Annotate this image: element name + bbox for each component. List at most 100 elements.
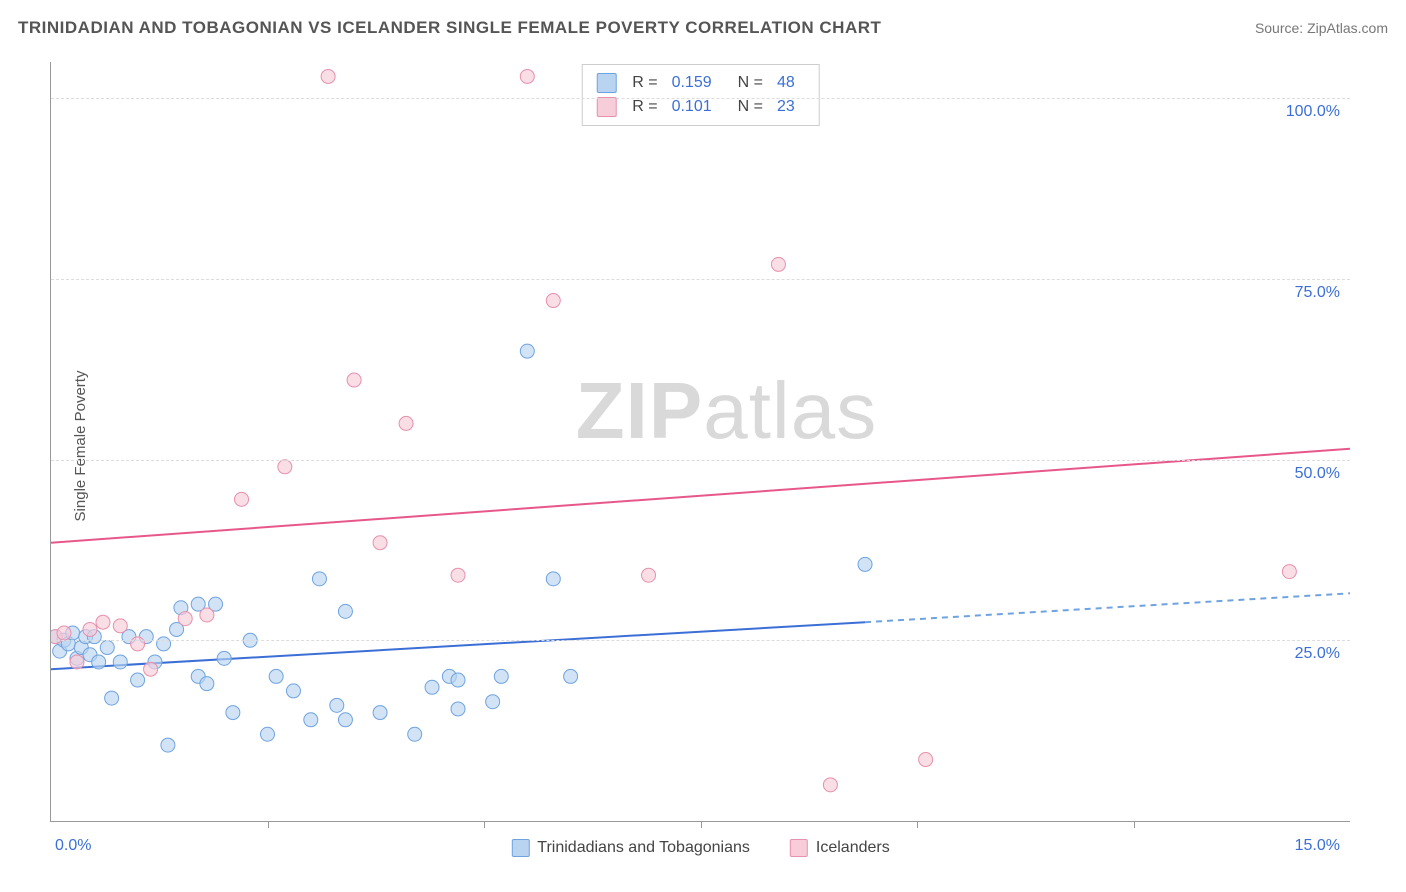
y-tick-label: 50.0% xyxy=(1295,465,1340,483)
data-point-trinidad xyxy=(122,630,136,644)
data-point-trinidad xyxy=(105,691,119,705)
data-point-trinidad xyxy=(209,597,223,611)
data-point-iceland xyxy=(144,662,158,676)
gridline xyxy=(51,98,1350,99)
data-point-trinidad xyxy=(442,669,456,683)
data-point-trinidad xyxy=(373,706,387,720)
data-point-iceland xyxy=(520,69,534,83)
data-point-iceland xyxy=(919,753,933,767)
data-point-iceland xyxy=(131,637,145,651)
x-tick xyxy=(268,821,269,828)
stats-row-trinidad: R = 0.159 N = 48 xyxy=(596,71,805,95)
gridline xyxy=(51,460,1350,461)
data-point-trinidad xyxy=(338,604,352,618)
x-tick xyxy=(701,821,702,828)
regression-line-trinidad xyxy=(51,622,865,669)
legend-label-iceland: Icelanders xyxy=(816,839,890,857)
data-point-trinidad xyxy=(53,644,67,658)
data-point-iceland xyxy=(373,536,387,550)
data-point-trinidad xyxy=(92,655,106,669)
data-point-trinidad xyxy=(261,727,275,741)
series-legend: Trinidadians and Tobagonians Icelanders xyxy=(511,839,889,857)
x-tick xyxy=(484,821,485,828)
data-point-trinidad xyxy=(74,641,88,655)
data-point-trinidad xyxy=(338,713,352,727)
data-point-trinidad xyxy=(161,738,175,752)
scatter-plot: ZIPatlas 0.0% 15.0% Trinidadians and Tob… xyxy=(50,62,1350,822)
stats-swatch-iceland xyxy=(596,97,616,117)
data-point-iceland xyxy=(200,608,214,622)
stats-legend: R = 0.159 N = 48 R = 0.101 N = 23 xyxy=(581,64,820,126)
data-point-trinidad xyxy=(170,622,184,636)
data-point-trinidad xyxy=(451,673,465,687)
x-tick xyxy=(917,821,918,828)
data-point-trinidad xyxy=(66,626,80,640)
data-point-trinidad xyxy=(408,727,422,741)
data-point-iceland xyxy=(771,257,785,271)
data-point-trinidad xyxy=(174,601,188,615)
data-point-trinidad xyxy=(131,673,145,687)
data-point-iceland xyxy=(642,568,656,582)
data-point-iceland xyxy=(57,626,71,640)
data-point-iceland xyxy=(83,622,97,636)
regression-line-trinidad-dashed xyxy=(865,593,1350,622)
data-point-iceland xyxy=(1282,565,1296,579)
data-point-trinidad xyxy=(51,630,62,644)
data-point-trinidad xyxy=(330,698,344,712)
data-point-trinidad xyxy=(451,702,465,716)
data-point-iceland xyxy=(347,373,361,387)
source-attribution: Source: ZipAtlas.com xyxy=(1255,20,1388,36)
data-point-trinidad xyxy=(87,630,101,644)
data-point-iceland xyxy=(178,612,192,626)
data-point-trinidad xyxy=(139,630,153,644)
data-point-iceland xyxy=(546,294,560,308)
data-point-trinidad xyxy=(226,706,240,720)
legend-swatch-trinidad xyxy=(511,839,529,857)
y-tick-label: 100.0% xyxy=(1286,103,1340,121)
data-point-trinidad xyxy=(286,684,300,698)
y-tick-label: 75.0% xyxy=(1295,284,1340,302)
data-point-iceland xyxy=(235,492,249,506)
data-point-iceland xyxy=(321,69,335,83)
watermark-text: ZIPatlas xyxy=(576,365,877,457)
data-point-trinidad xyxy=(564,669,578,683)
data-point-iceland xyxy=(113,619,127,633)
x-axis-max-label: 15.0% xyxy=(1295,837,1340,855)
data-point-iceland xyxy=(823,778,837,792)
data-point-trinidad xyxy=(200,677,214,691)
legend-swatch-iceland xyxy=(790,839,808,857)
chart-title: TRINIDADIAN AND TOBAGONIAN VS ICELANDER … xyxy=(18,18,881,38)
data-point-trinidad xyxy=(191,597,205,611)
data-point-iceland xyxy=(278,460,292,474)
data-point-trinidad xyxy=(79,630,93,644)
data-point-trinidad xyxy=(70,651,84,665)
y-tick-label: 25.0% xyxy=(1295,645,1340,663)
data-point-trinidad xyxy=(269,669,283,683)
data-point-trinidad xyxy=(191,669,205,683)
data-point-iceland xyxy=(51,630,62,644)
data-point-trinidad xyxy=(217,651,231,665)
data-point-trinidad xyxy=(304,713,318,727)
x-axis-min-label: 0.0% xyxy=(55,837,91,855)
data-point-trinidad xyxy=(546,572,560,586)
data-point-trinidad xyxy=(157,637,171,651)
data-point-trinidad xyxy=(312,572,326,586)
regression-line-iceland xyxy=(51,449,1350,543)
legend-item-iceland: Icelanders xyxy=(790,839,890,857)
data-point-trinidad xyxy=(486,695,500,709)
x-tick xyxy=(1134,821,1135,828)
data-point-trinidad xyxy=(148,655,162,669)
data-point-iceland xyxy=(399,416,413,430)
data-point-trinidad xyxy=(494,669,508,683)
data-point-trinidad xyxy=(83,648,97,662)
gridline xyxy=(51,279,1350,280)
chart-svg-layer xyxy=(51,62,1350,821)
data-point-iceland xyxy=(96,615,110,629)
data-point-iceland xyxy=(451,568,465,582)
data-point-trinidad xyxy=(858,557,872,571)
data-point-iceland xyxy=(70,655,84,669)
legend-item-trinidad: Trinidadians and Tobagonians xyxy=(511,839,750,857)
data-point-trinidad xyxy=(425,680,439,694)
data-point-trinidad xyxy=(520,344,534,358)
gridline xyxy=(51,640,1350,641)
